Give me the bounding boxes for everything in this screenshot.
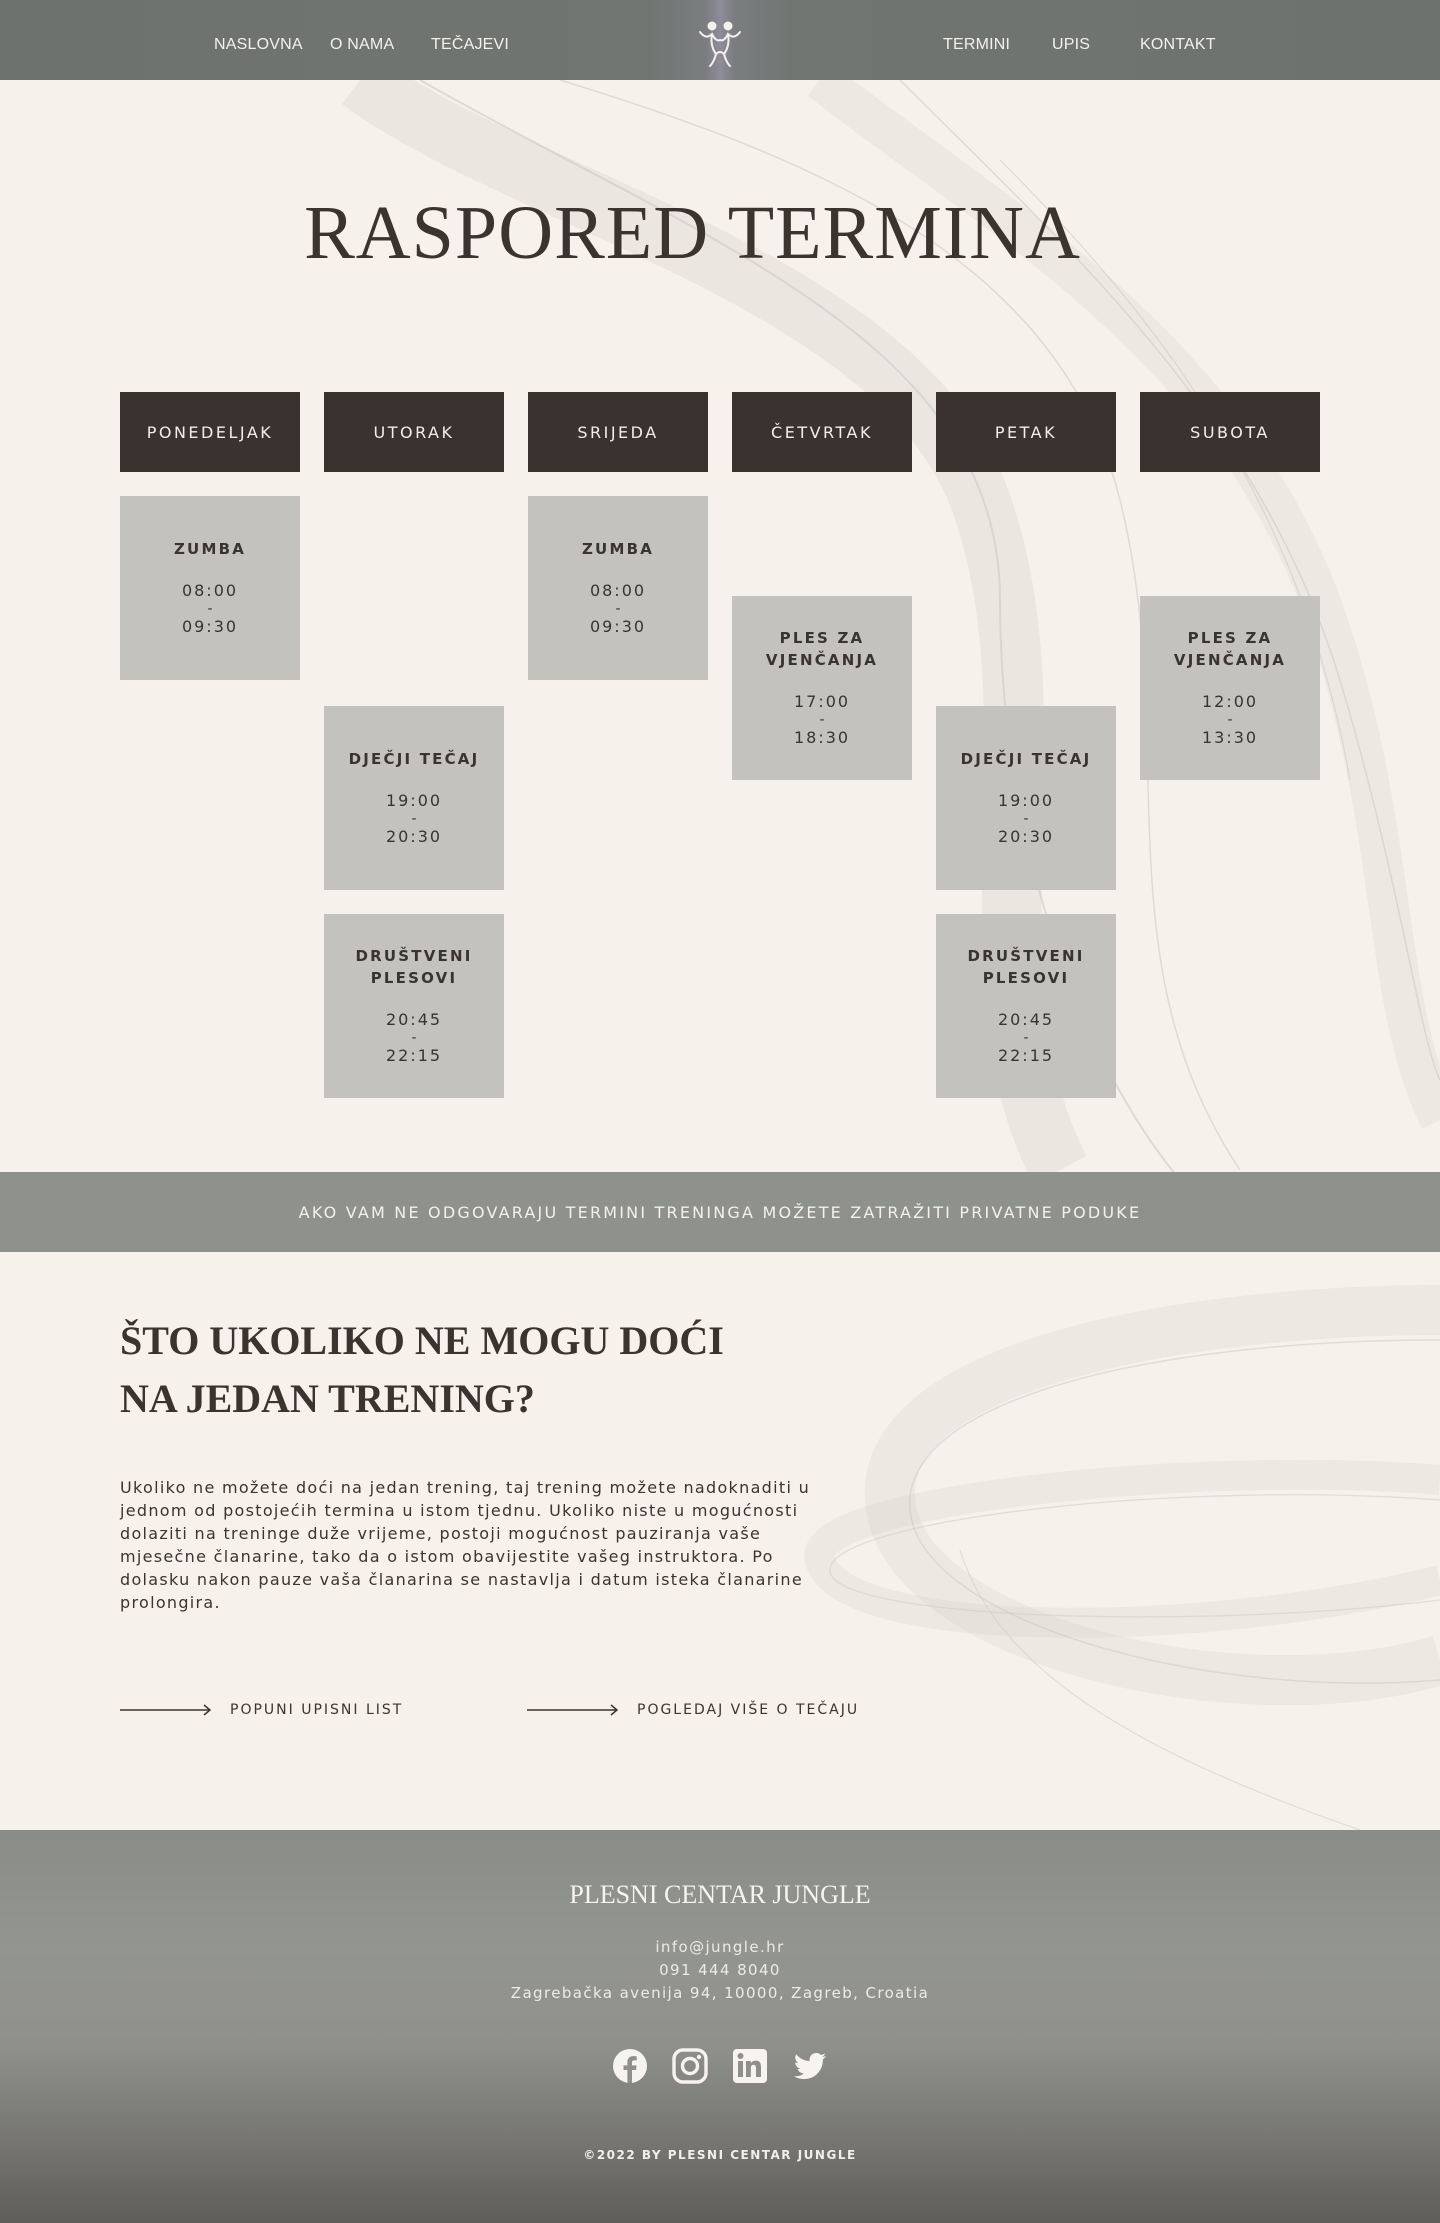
class-name: ZUMBA (173, 540, 247, 558)
missed-training-text: Ukoliko ne možete doći na jedan trening,… (120, 1478, 811, 1612)
fill-signup-form-link[interactable]: POPUNI UPISNI LIST (120, 1702, 403, 1718)
time-separator: - (207, 601, 213, 617)
class-end-time: 18:30 (793, 728, 851, 747)
facebook-icon[interactable] (612, 2048, 648, 2084)
class-end-time: 22:15 (385, 1046, 443, 1065)
footer-address: Zagrebačka avenija 94, 10000, Zagreb, Cr… (510, 1984, 930, 2002)
class-end-time: 09:30 (181, 617, 239, 636)
class-name: PLES ZA VJENČANJA (1173, 629, 1287, 669)
class-name: DJEČJI TEČAJ (348, 750, 480, 768)
class-card-friday-social[interactable]: DRUŠTVENI PLESOVI 20:45 - 22:15 (936, 914, 1116, 1098)
time-separator: - (819, 712, 825, 728)
time-separator: - (1227, 712, 1233, 728)
arrow-right-icon (120, 1704, 212, 1716)
class-start-time: 19:00 (997, 791, 1055, 810)
class-name: PLES ZA VJENČANJA (765, 629, 879, 669)
class-end-time: 13:30 (1201, 728, 1259, 747)
nav-link-tecajevi[interactable]: TEČAJEVI (431, 36, 510, 53)
day-header-saturday: SUBOTA (1140, 392, 1320, 472)
day-header-monday: PONEDELJAK (120, 392, 300, 472)
class-start-time: 17:00 (793, 692, 851, 711)
time-separator: - (1023, 811, 1029, 827)
class-card-monday-zumba[interactable]: ZUMBA 08:00 - 09:30 (120, 496, 300, 680)
nav-link-naslovna[interactable]: NASLOVNA (214, 36, 303, 53)
social-links (0, 2048, 1440, 2084)
footer-brand-name: PLESNI CENTAR JUNGLE (569, 1880, 871, 1909)
arrow-right-icon (527, 1704, 619, 1716)
copyright: ©2022 BY PLESNI CENTAR JUNGLE (583, 2148, 857, 2162)
class-name: DRUŠTVENI PLESOVI (355, 947, 473, 987)
class-start-time: 08:00 (181, 581, 239, 600)
class-start-time: 12:00 (1201, 692, 1259, 711)
nav-link-upis[interactable]: UPIS (1052, 36, 1091, 53)
nav-link-o-nama[interactable]: O NAMA (330, 36, 395, 53)
missed-training-heading: ŠTO UKOLIKO NE MOGU DOĆI NA JEDAN TRENIN… (120, 1318, 724, 1421)
nav-link-kontakt[interactable]: KONTAKT (1140, 36, 1216, 53)
class-end-time: 22:15 (997, 1046, 1055, 1065)
footer: PLESNI CENTAR JUNGLE info@jungle.hr 091 … (0, 1830, 1440, 2223)
class-card-tuesday-kids[interactable]: DJEČJI TEČAJ 19:00 - 20:30 (324, 706, 504, 890)
cta-label: POGLEDAJ VIŠE O TEČAJU (637, 1702, 860, 1718)
nav-link-termini[interactable]: TERMINI (943, 36, 1011, 53)
dancers-logo-icon[interactable] (692, 18, 748, 68)
instagram-icon[interactable] (672, 2048, 708, 2084)
class-start-time: 20:45 (385, 1010, 443, 1029)
page-title: RASPORED TERMINA (304, 191, 1081, 275)
footer-email[interactable]: info@jungle.hr (655, 1938, 785, 1956)
class-card-tuesday-social[interactable]: DRUŠTVENI PLESOVI 20:45 - 22:15 (324, 914, 504, 1098)
view-course-link[interactable]: POGLEDAJ VIŠE O TEČAJU (527, 1702, 859, 1718)
class-card-friday-kids[interactable]: DJEČJI TEČAJ 19:00 - 20:30 (936, 706, 1116, 890)
class-name: DJEČJI TEČAJ (960, 750, 1092, 768)
time-separator: - (615, 601, 621, 617)
cta-label: POPUNI UPISNI LIST (230, 1702, 404, 1718)
private-lessons-banner: AKO VAM NE ODGOVARAJU TERMINI TRENINGA M… (0, 1172, 1440, 1252)
class-start-time: 20:45 (997, 1010, 1055, 1029)
time-separator: - (411, 811, 417, 827)
class-card-thursday-wedding[interactable]: PLES ZA VJENČANJA 17:00 - 18:30 (732, 596, 912, 780)
class-start-time: 08:00 (589, 581, 647, 600)
time-separator: - (1023, 1030, 1029, 1046)
class-end-time: 20:30 (997, 827, 1055, 846)
top-navigation: NASLOVNA O NAMA TEČAJEVI TERMINI UPIS KO… (0, 0, 1440, 80)
time-separator: - (411, 1030, 417, 1046)
class-start-time: 19:00 (385, 791, 443, 810)
class-name: DRUŠTVENI PLESOVI (967, 947, 1085, 987)
footer-phone[interactable]: 091 444 8040 (659, 1961, 781, 1979)
twitter-icon[interactable] (792, 2048, 828, 2084)
class-card-wednesday-zumba[interactable]: ZUMBA 08:00 - 09:30 (528, 496, 708, 680)
class-name: ZUMBA (581, 540, 655, 558)
day-header-thursday: ČETVRTAK (732, 392, 912, 472)
linkedin-icon[interactable] (732, 2048, 768, 2084)
class-end-time: 20:30 (385, 827, 443, 846)
day-header-friday: PETAK (936, 392, 1116, 472)
day-header-wednesday: SRIJEDA (528, 392, 708, 472)
day-header-tuesday: UTORAK (324, 392, 504, 472)
class-end-time: 09:30 (589, 617, 647, 636)
class-card-saturday-wedding[interactable]: PLES ZA VJENČANJA 12:00 - 13:30 (1140, 596, 1320, 780)
